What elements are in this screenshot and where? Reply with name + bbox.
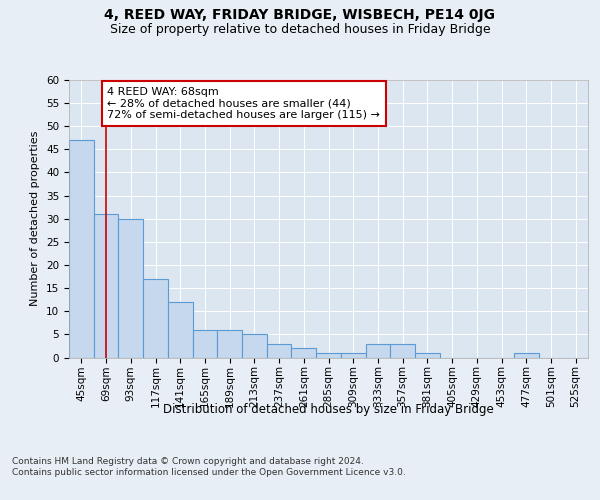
- Bar: [415, 353, 440, 358]
- Text: Contains HM Land Registry data © Crown copyright and database right 2024.
Contai: Contains HM Land Registry data © Crown c…: [12, 458, 406, 477]
- Text: Size of property relative to detached houses in Friday Bridge: Size of property relative to detached ho…: [110, 22, 490, 36]
- Text: Distribution of detached houses by size in Friday Bridge: Distribution of detached houses by size …: [163, 402, 494, 415]
- Bar: [193, 330, 217, 357]
- Bar: [390, 344, 415, 357]
- Bar: [341, 353, 365, 358]
- Text: 4 REED WAY: 68sqm
← 28% of detached houses are smaller (44)
72% of semi-detached: 4 REED WAY: 68sqm ← 28% of detached hous…: [107, 87, 380, 120]
- Bar: [514, 353, 539, 358]
- Bar: [94, 214, 118, 358]
- Bar: [267, 344, 292, 357]
- Bar: [365, 344, 390, 357]
- Bar: [316, 353, 341, 358]
- Bar: [118, 219, 143, 358]
- Bar: [69, 140, 94, 358]
- Bar: [168, 302, 193, 358]
- Y-axis label: Number of detached properties: Number of detached properties: [31, 131, 40, 306]
- Bar: [292, 348, 316, 358]
- Bar: [217, 330, 242, 357]
- Text: 4, REED WAY, FRIDAY BRIDGE, WISBECH, PE14 0JG: 4, REED WAY, FRIDAY BRIDGE, WISBECH, PE1…: [104, 8, 496, 22]
- Bar: [143, 279, 168, 357]
- Bar: [242, 334, 267, 357]
